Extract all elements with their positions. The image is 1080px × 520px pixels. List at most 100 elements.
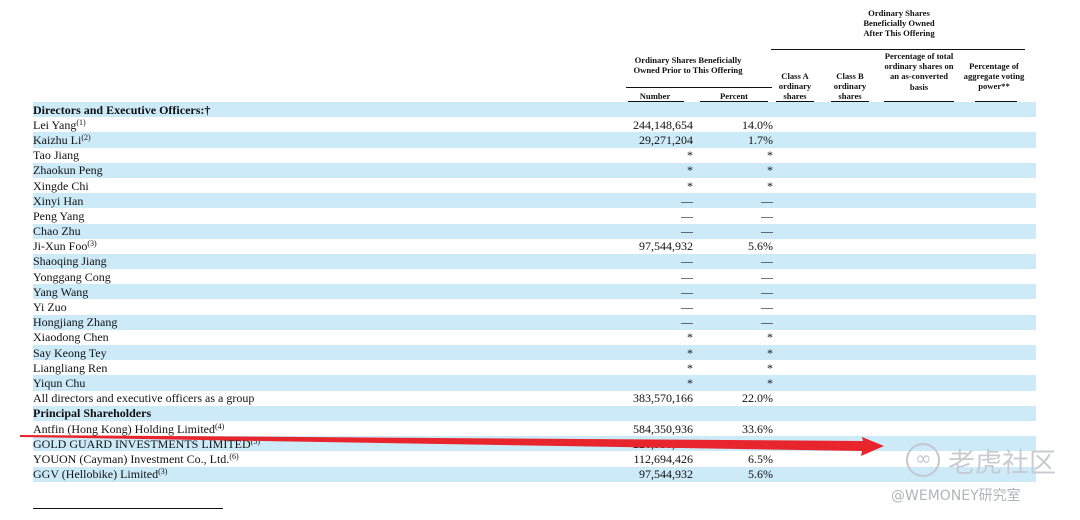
shares-percent: *	[767, 178, 773, 193]
shares-percent: 33.6%	[742, 421, 773, 436]
header-prior-underline	[626, 87, 772, 88]
after-offering-cells	[773, 314, 1036, 330]
shares-percent: —	[761, 208, 773, 223]
shares-number: —	[628, 253, 693, 270]
watermark-logo: ∞ 老虎社区	[906, 441, 1066, 479]
table-row: Kaizhu Li(2) 29,271,204 1.7%	[33, 132, 1036, 148]
table-row: Antfin (Hong Kong) Holding Limited(4) 584…	[33, 421, 1036, 436]
table-row: Xinyi Han — —	[33, 193, 1036, 209]
header-pct-total-underline	[884, 101, 954, 102]
shares-percent: —	[693, 193, 773, 209]
table-row: Lei Yang(1) 244,148,654 14.0%	[33, 117, 1036, 132]
shares-number: 112,694,426	[633, 451, 693, 466]
holder-name-text: Yang Wang	[33, 284, 89, 299]
watermark-brand: 老虎社区	[948, 448, 1056, 479]
shares-percent: 6.5%	[748, 451, 773, 466]
holder-name: YOUON (Cayman) Investment Co., Ltd.(6)	[33, 451, 628, 466]
watermark-infinity-icon: ∞	[906, 443, 940, 477]
shares-percent: *	[693, 345, 773, 361]
holder-name-text: Yonggang Cong	[33, 269, 111, 284]
holder-name-text: Xiaodong Chen	[33, 330, 109, 345]
holder-name-text: Zhaokun Peng	[33, 163, 103, 178]
table-row: Shaoqing Jiang — —	[33, 253, 1036, 270]
header-pct-voting-underline	[975, 101, 1017, 102]
shares-percent: —	[761, 269, 773, 284]
holder-name: Ji-Xun Foo(3)	[33, 239, 628, 254]
holder-name-text: Liangliang Ren	[33, 360, 108, 375]
watermark-handle: @WEMONEY研究室	[891, 488, 1021, 504]
shares-number: —	[628, 223, 693, 239]
holder-name-text: GOLD GUARD INVESTMENTS LIMITED	[33, 436, 251, 451]
table-row: Ji-Xun Foo(3) 97,544,932 5.6%	[33, 239, 1036, 254]
table-row: Directors and Executive Officers:†	[33, 102, 1036, 118]
holder-name-text: All directors and executive officers as …	[33, 391, 255, 406]
after-offering-cells	[773, 405, 1036, 421]
holder-name: Principal Shareholders	[33, 405, 628, 421]
shares-number: —	[628, 284, 693, 300]
shares-number: *	[687, 360, 693, 375]
header-class-b-underline	[831, 101, 869, 102]
footnote-ref: (6)	[229, 451, 239, 461]
header-class-a: Class A ordinary shares	[778, 71, 812, 102]
table-row: Yi Zuo — —	[33, 299, 1036, 314]
shares-number: —	[681, 208, 693, 223]
header-pct-voting: Percentage of aggregate voting power**	[963, 61, 1025, 92]
holder-name: Liangliang Ren	[33, 360, 628, 375]
holder-name: Hongjiang Zhang	[33, 314, 628, 330]
holder-name: Zhaokun Peng	[33, 162, 628, 178]
table-row: Liangliang Ren * *	[33, 360, 1036, 375]
shares-percent: —	[693, 314, 773, 330]
shares-number: 97,544,932	[628, 466, 693, 482]
footnote-ref: (2)	[81, 132, 91, 142]
table-row: Hongjiang Zhang — —	[33, 314, 1036, 330]
holder-name: Yiqun Chu	[33, 375, 628, 391]
holder-name: All directors and executive officers as …	[33, 391, 628, 406]
holder-name-text: Tao Jiang	[33, 148, 80, 163]
holder-name: Lei Yang(1)	[33, 117, 628, 132]
table-row: All directors and executive officers as …	[33, 391, 1036, 406]
shares-number: 97,544,932	[639, 239, 693, 254]
table-row: Yang Wang — —	[33, 284, 1036, 300]
shares-number: *	[687, 178, 693, 193]
holder-name: Directors and Executive Officers:†	[33, 102, 628, 118]
table-row: Xiaodong Chen * *	[33, 330, 1036, 345]
shares-percent: 5.6%	[748, 239, 773, 254]
holder-name-text: Yi Zuo	[33, 300, 67, 315]
table-row: Chao Zhu — —	[33, 223, 1036, 239]
holder-name: Antfin (Hong Kong) Holding Limited(4)	[33, 421, 628, 436]
shares-percent: 1.7%	[693, 132, 773, 148]
shares-number: *	[628, 375, 693, 391]
holder-name: Xiaodong Chen	[33, 330, 628, 345]
header-number: Number	[639, 91, 671, 101]
holder-name: Chao Zhu	[33, 223, 628, 239]
holder-name: Peng Yang	[33, 208, 628, 223]
shares-percent: *	[767, 360, 773, 375]
holder-name: GGV (Hellobike) Limited(3)	[33, 466, 628, 482]
footnote-ref: (4)	[214, 421, 225, 431]
shares-number	[628, 405, 693, 421]
shares-percent	[693, 405, 773, 421]
header-class-b: Class B ordinary shares	[833, 71, 867, 102]
header-number-underline	[628, 101, 684, 102]
shares-number: *	[687, 330, 693, 345]
shares-percent: 22.0%	[742, 391, 773, 406]
shares-percent: *	[693, 162, 773, 178]
holder-name-text: Antfin (Hong Kong) Holding Limited	[33, 421, 215, 436]
table-row: Yiqun Chu * *	[33, 375, 1036, 391]
footnote-ref: (3)	[158, 467, 168, 477]
shares-percent: —	[693, 284, 773, 300]
holder-name: Yonggang Cong	[33, 269, 628, 284]
shares-percent: —	[693, 223, 773, 239]
shares-number: *	[628, 345, 693, 361]
table-row: Yonggang Cong — —	[33, 269, 1036, 284]
shares-percent: *	[767, 148, 773, 163]
after-offering-cells	[773, 102, 1036, 118]
holder-name: Tao Jiang	[33, 148, 628, 163]
holder-name: Yang Wang	[33, 284, 628, 300]
shares-percent: *	[767, 330, 773, 345]
holder-name: Kaizhu Li(2)	[33, 132, 628, 148]
holder-name-text: Peng Yang	[33, 208, 85, 223]
shares-number: 29,271,204	[628, 132, 693, 148]
shares-number	[628, 102, 693, 118]
shares-number: *	[628, 162, 693, 178]
